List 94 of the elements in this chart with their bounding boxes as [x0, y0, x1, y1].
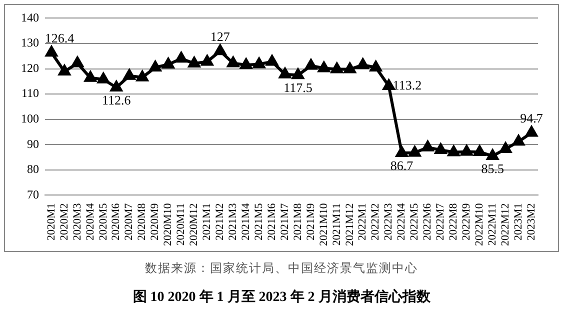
x-tick-label: 2022M11	[486, 203, 498, 246]
data-label: 86.7	[390, 158, 414, 173]
x-tick-label: 2020M7	[123, 202, 136, 240]
point	[98, 72, 110, 84]
x-tick-label: 2022M12	[499, 203, 512, 246]
x-tick-label: 2021M6	[266, 202, 278, 240]
x-tick-label: 2020M11	[175, 203, 188, 246]
point	[382, 79, 395, 90]
data-label: 127	[210, 28, 230, 44]
x-tick-label: 2022M1	[356, 203, 369, 240]
point	[136, 70, 148, 82]
point	[162, 58, 174, 68]
point	[396, 146, 408, 157]
point	[188, 56, 200, 68]
x-tick-label: 2022M2	[370, 203, 382, 240]
point	[422, 140, 434, 152]
data-label: 126.4	[44, 30, 75, 46]
point	[240, 58, 252, 69]
x-tick-label: 2020M1	[45, 203, 58, 240]
data-label: 117.5	[284, 80, 312, 96]
point	[149, 61, 162, 72]
x-tick-label: 2021M2	[214, 203, 226, 240]
source-note: 数据来源：国家统计局、中国经济景气监测中心	[144, 260, 419, 277]
point	[279, 68, 291, 78]
point	[500, 142, 512, 153]
point	[512, 135, 524, 146]
x-tick-label: 2021M3	[227, 202, 240, 240]
point	[124, 69, 136, 80]
point	[357, 58, 369, 69]
data-label: 113.2	[392, 77, 422, 92]
point	[486, 150, 498, 160]
point	[292, 68, 304, 80]
y-tick-label: 110	[21, 86, 39, 100]
point	[344, 62, 356, 74]
x-tick-label: 2020M5	[97, 202, 110, 240]
y-tick-label: 120	[21, 60, 39, 75]
y-tick-label: 90	[27, 136, 39, 151]
x-tick-label: 2021M4	[240, 202, 252, 240]
point	[474, 145, 486, 156]
x-tick-label: 2022M6	[422, 202, 434, 240]
x-tick-label: 2021M1	[201, 203, 214, 240]
point	[110, 80, 122, 92]
x-tick-label: 2022M8	[448, 202, 460, 240]
x-tick-label: 2021M10	[318, 202, 330, 246]
point	[305, 59, 317, 70]
point	[58, 65, 70, 76]
point	[253, 58, 265, 68]
y-tick-label: 100	[21, 112, 39, 126]
point	[84, 71, 96, 82]
y-tick-label: 80	[27, 162, 39, 176]
text: 图 10 2020 年 1 月至 2023 年 2 月消费者信心指数	[132, 288, 432, 306]
x-tick-label: 2021M8	[292, 202, 304, 240]
data-label: 94.7	[520, 110, 544, 126]
x-tick-label: 2020M2	[58, 203, 70, 240]
point	[460, 145, 472, 156]
x-tick-label: 2022M10	[474, 202, 486, 246]
point	[526, 126, 538, 137]
x-tick-label: 2020M9	[149, 202, 162, 240]
x-tick-label: 2021M5	[252, 202, 265, 240]
point	[370, 61, 382, 72]
x-tick-label: 2021M7	[278, 202, 291, 240]
y-tick-label: 70	[27, 187, 39, 202]
point	[46, 46, 58, 57]
point	[214, 44, 226, 56]
x-tick-label: 2021M11	[330, 203, 343, 246]
x-tick-label: 2021M9	[304, 202, 317, 240]
data-label: 85.5	[481, 160, 504, 176]
x-tick-label: 2020M4	[84, 202, 96, 240]
x-tick-label: 2023M1	[512, 203, 524, 240]
y-tick-label: 140	[21, 10, 39, 24]
y-tick-label: 130	[21, 36, 39, 50]
point	[434, 143, 447, 154]
point	[408, 146, 421, 157]
x-tick-label: 2020M8	[136, 202, 148, 240]
x-tick-label: 2023M2	[525, 203, 538, 240]
x-tick-label: 2022M4	[396, 202, 408, 240]
x-tick-label: 2022M7	[434, 202, 447, 240]
x-tick-label: 2020M10	[162, 202, 174, 246]
x-tick-label: 2021M12	[344, 203, 356, 246]
x-tick-label: 2020M3	[71, 202, 84, 240]
point	[266, 55, 278, 66]
point	[448, 146, 460, 156]
point	[227, 56, 239, 68]
x-tick-label: 2020M12	[188, 203, 200, 246]
point	[175, 52, 188, 63]
data-label: 112.6	[102, 92, 132, 108]
x-tick-label: 2022M5	[408, 202, 421, 240]
point	[72, 56, 84, 68]
x-tick-label: 2022M9	[460, 202, 473, 240]
point	[201, 55, 213, 66]
x-tick-label: 2022M3	[382, 202, 395, 240]
x-tick-label: 2020M6	[110, 202, 122, 240]
point	[318, 62, 330, 72]
point	[331, 62, 343, 74]
